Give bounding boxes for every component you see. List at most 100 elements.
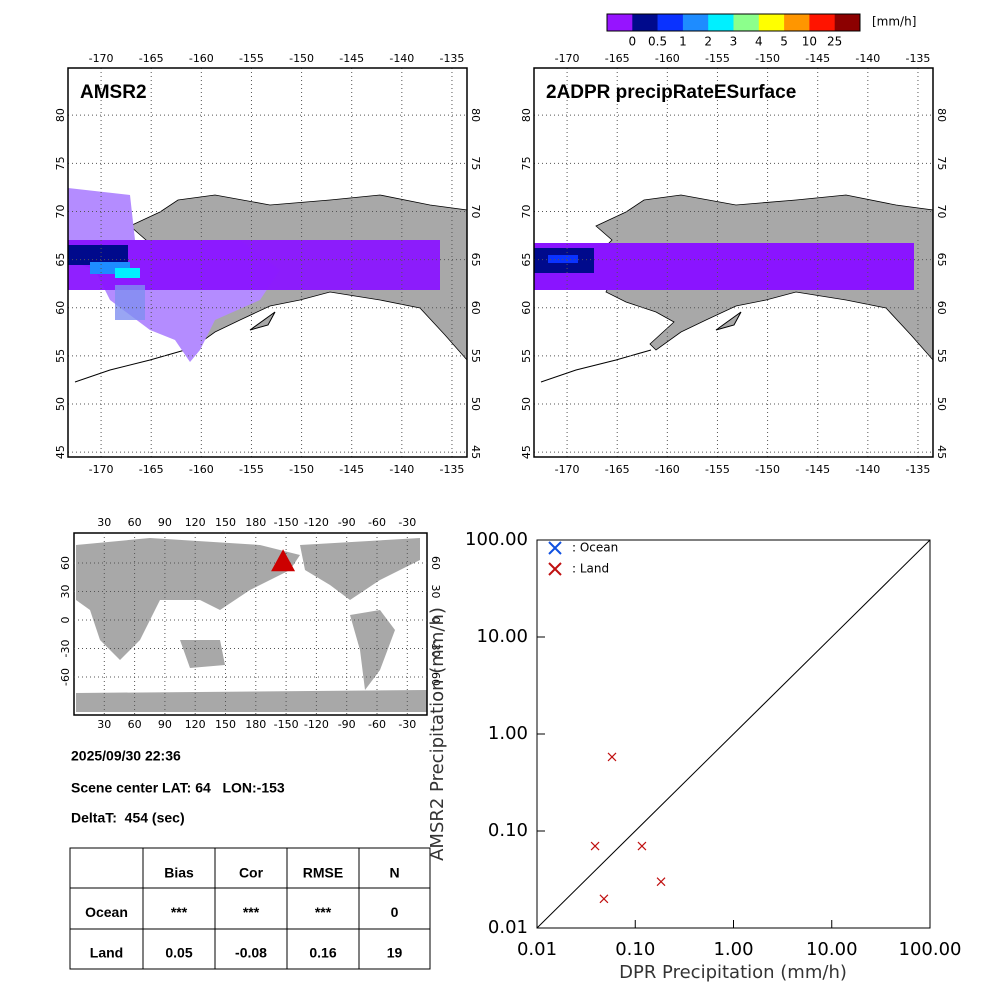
x-tick-label: 30 [97,718,111,731]
colorbar-cell [607,14,633,31]
table-cell: *** [243,904,260,920]
y-tick-label: 0 [59,617,72,624]
y-tick-label: 50 [935,397,948,411]
x-tick-label: 150 [215,516,236,529]
x-tick-label: -145 [805,52,830,65]
x-tick-label: -145 [805,463,830,476]
map-frame [67,67,468,458]
x-tick-label: 90 [158,516,172,529]
x-tick-label: -150 [289,463,314,476]
y-tick-label: 60 [429,556,442,570]
info-time: 2025/09/30 22:36 [71,748,181,764]
colorbar-cell [758,14,785,31]
y-tick-label: 70 [935,204,948,218]
y-tick-label: 65 [520,253,533,267]
x-tick-label: -160 [655,463,680,476]
x-tick-label: -60 [368,718,386,731]
y-tick-label: 70 [469,204,482,218]
y-tick-label: 60 [469,301,482,315]
x-tick-label: -140 [389,463,414,476]
colorbar-label: 4 [755,35,763,49]
table-cell: Ocean [85,904,128,920]
x-tick-label: 90 [158,718,172,731]
y-tick-label: 100.00 [465,529,528,550]
globe-frame [73,532,428,716]
x-tick-label: 30 [97,516,111,529]
colorbar-label: 10 [802,35,817,49]
y-tick-label: 80 [469,108,482,122]
point [590,841,600,851]
x-tick-label: -140 [389,52,414,65]
y-tick-label: 65 [935,253,948,267]
table-header: RMSE [303,865,343,881]
colorbar-cell [834,14,861,31]
y-tick-label: 30 [429,585,442,599]
y-tick-label: 55 [935,349,948,363]
x-tick-label: -90 [338,516,356,529]
colorbar-label: 2 [704,35,712,49]
table-cell: 0.16 [309,945,336,961]
x-tick-label: -170 [555,52,580,65]
x-tick-label: -165 [605,463,630,476]
x-axis-label: DPR Precipitation (mm/h) [619,962,847,983]
x-tick-label: -155 [705,52,730,65]
x-tick-label: 180 [245,516,266,529]
map-title: AMSR2 [80,82,147,103]
y-tick-label: 70 [520,204,533,218]
legend-marker [548,541,562,555]
x-tick-label: -155 [239,463,264,476]
x-tick-label: -165 [139,52,164,65]
x-tick-label: -150 [274,718,299,731]
y-tick-label: 60 [59,556,72,570]
x-tick-label: 100.00 [899,939,962,960]
y-tick-label: 60 [54,301,67,315]
x-tick-label: -170 [89,463,114,476]
legend-marker [548,562,562,576]
x-tick-label: 1.00 [713,939,753,960]
x-tick-label: -140 [855,52,880,65]
colorbar-cell [657,14,684,31]
y-tick-label: 0.01 [488,917,528,938]
y-tick-label: 80 [54,108,67,122]
y-tick-label: -30 [429,640,442,658]
x-tick-label: -165 [605,52,630,65]
x-tick-label: 120 [185,516,206,529]
map-left-art [68,188,468,383]
x-tick-label: -150 [274,516,299,529]
x-tick-label: -170 [555,463,580,476]
colorbar-label: 1 [679,35,687,49]
x-tick-label: -90 [338,718,356,731]
table-header: Bias [164,865,194,881]
y-tick-label: 1.00 [488,723,528,744]
y-tick-label: 55 [520,349,533,363]
colorbar-unit: [mm/h] [872,15,916,29]
colorbar-label: 0 [628,35,636,49]
x-tick-label: -150 [289,52,314,65]
x-tick-label: 60 [128,516,142,529]
colorbar-cell [708,14,734,31]
map-title: 2ADPR precipRateESurface [546,82,796,103]
colorbar-frame [606,13,861,32]
y-tick-label: 50 [469,397,482,411]
point [656,877,666,887]
legend-label: : Land [572,562,609,576]
y-tick-label: 30 [59,585,72,599]
scene-marker [271,549,296,572]
y-tick-label: 75 [935,156,948,170]
y-tick-label: 75 [54,156,67,170]
y-tick-label: -30 [59,640,72,658]
y-tick-label: 60 [520,301,533,315]
x-tick-label: -140 [855,463,880,476]
x-tick-label: -165 [139,463,164,476]
x-tick-label: -160 [655,52,680,65]
table-cell: Land [90,945,123,961]
info-center: Scene center LAT: 64 LON:-153 [71,780,285,796]
y-tick-label: 50 [520,397,533,411]
colorbar-cell [733,14,760,31]
table-frame [69,847,431,970]
table-cell: -0.08 [235,945,267,961]
x-tick-label: -160 [189,463,214,476]
x-tick-label: 0.10 [615,939,655,960]
y-tick-label: 55 [469,349,482,363]
